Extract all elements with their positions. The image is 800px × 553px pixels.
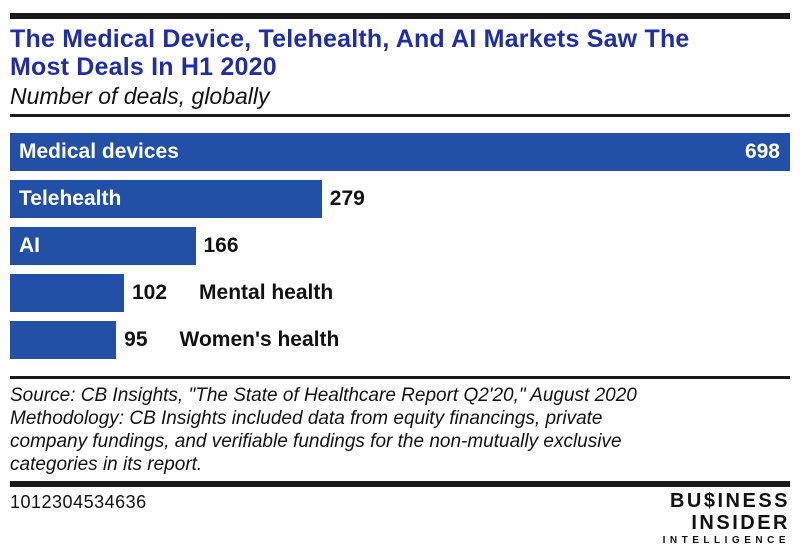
bar-row: 95 Women's health — [10, 321, 790, 359]
business-insider-logo: BU$INESS INSIDER INTELLIGENCE — [663, 490, 790, 548]
bar-row: 102 Mental health — [10, 274, 790, 312]
bar-value: 102 — [131, 281, 168, 304]
source-text: Source: CB Insights, "The State of Healt… — [10, 385, 637, 475]
bar — [10, 321, 117, 359]
footer-row: 1012304534636 BU$INESS INSIDER INTELLIGE… — [10, 490, 790, 548]
bar-label: AI — [19, 234, 40, 257]
bar-value: 166 — [203, 234, 239, 257]
bar-label: Mental health — [199, 281, 334, 304]
bar-row: AI 166 — [10, 227, 790, 265]
bar-label: Telehealth — [19, 187, 122, 210]
bottom-rule — [10, 481, 790, 487]
bar-label: Women's health — [179, 328, 340, 351]
divider-above-source — [10, 376, 790, 379]
document-id: 1012304534636 — [10, 492, 147, 512]
logo-line-insider: INSIDER — [691, 512, 790, 534]
bar-row: Medical devices 698 — [10, 133, 790, 171]
divider-under-subtitle — [10, 114, 790, 117]
logo-line-intelligence: INTELLIGENCE — [662, 535, 790, 546]
bar-chart: Medical devices 698 Telehealth 279 AI 166 102 M… — [10, 133, 790, 359]
bar-value: 279 — [329, 187, 365, 210]
bar: Telehealth — [10, 180, 322, 218]
bar: AI — [10, 227, 196, 265]
top-rule — [10, 13, 790, 19]
bar — [10, 274, 124, 312]
bar-label: Medical devices — [19, 140, 179, 163]
bar-value: 698 — [744, 140, 780, 163]
bar-value: 95 — [124, 328, 148, 351]
bar: Medical devices 698 — [10, 133, 790, 171]
bar-row: Telehealth 279 — [10, 180, 790, 218]
logo-line-business: BU$INESS — [669, 490, 790, 512]
chart-subtitle: Number of deals, globally — [10, 83, 270, 109]
chart-title: The Medical Device, Telehealth, And AI M… — [10, 25, 690, 81]
